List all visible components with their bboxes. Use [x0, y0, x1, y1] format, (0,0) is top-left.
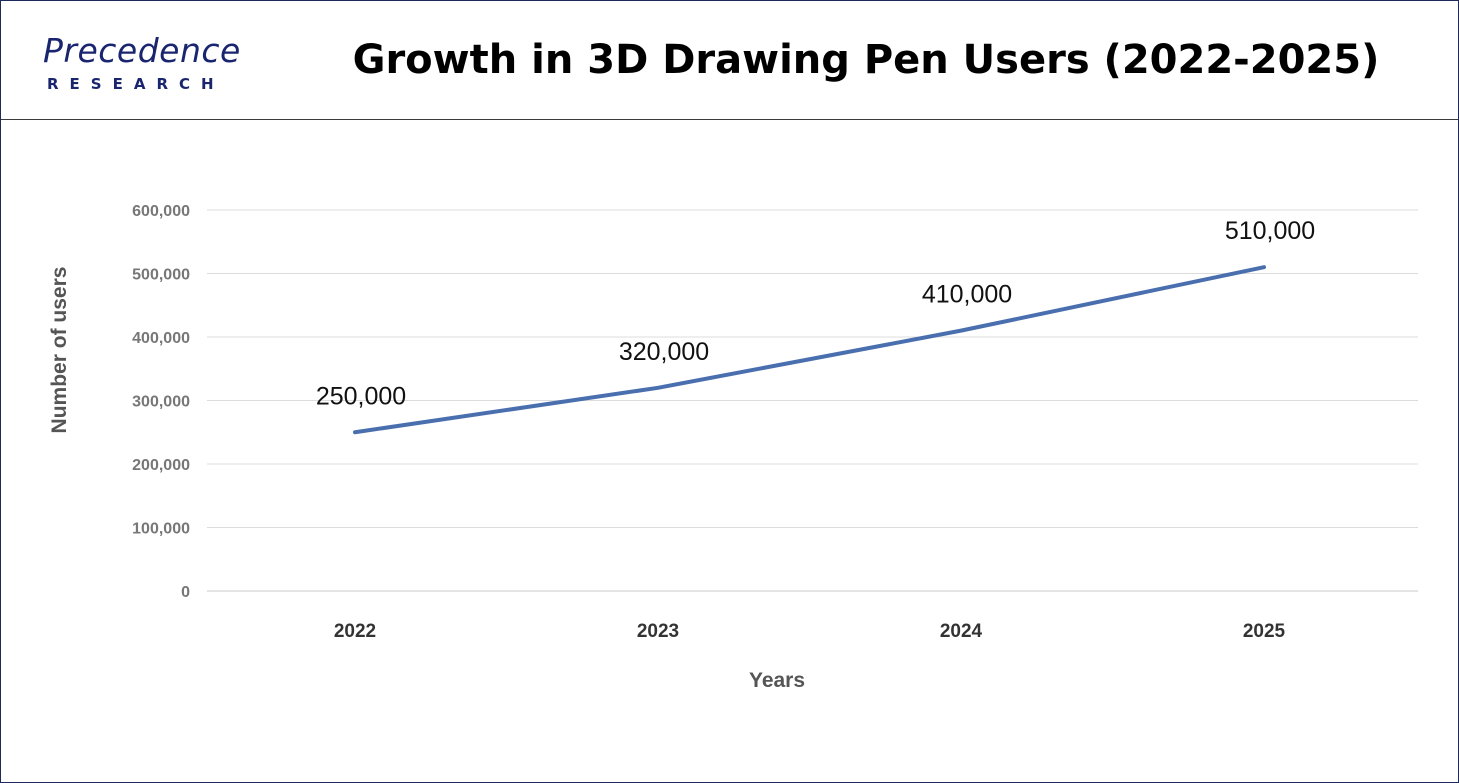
logo-subtext: RESEARCH — [47, 75, 225, 93]
x-tick-label: 2023 — [637, 621, 679, 642]
y-tick-label: 600,000 — [132, 203, 190, 220]
x-tick-label: 2022 — [334, 621, 376, 642]
data-label: 510,000 — [1225, 217, 1315, 245]
gridlines — [207, 209, 1418, 592]
x-tick-label: 2025 — [1243, 621, 1286, 642]
data-label: 250,000 — [316, 382, 406, 410]
data-label: 410,000 — [922, 281, 1012, 309]
y-tick-label: 200,000 — [132, 457, 190, 474]
series-line — [353, 265, 1266, 435]
brand-logo: Precedence RESEARCH — [43, 31, 273, 101]
x-tick-label: 2024 — [940, 621, 983, 642]
logo-wordmark: Precedence — [43, 31, 241, 70]
data-label: 320,000 — [619, 338, 709, 366]
y-tick-label: 100,000 — [132, 521, 190, 538]
x-axis-label: Years — [749, 669, 805, 692]
x-axis-ticks: 2022 2023 2024 2025 — [334, 621, 1286, 642]
y-tick-label: 300,000 — [132, 394, 190, 411]
page-title: Growth in 3D Drawing Pen Users (2022-202… — [352, 37, 1380, 83]
y-tick-label: 500,000 — [132, 267, 190, 284]
y-axis-ticks: 0 100,000 200,000 300,000 400,000 500,000 600,… — [132, 203, 190, 601]
header-bar: Precedence RESEARCH Growth in 3D Drawing… — [1, 1, 1458, 120]
y-tick-label: 400,000 — [132, 330, 190, 347]
series-line-group — [353, 265, 1266, 435]
y-tick-label: 0 — [181, 584, 190, 601]
y-axis-label: Number of users — [48, 267, 71, 434]
data-labels: 250,000 320,000 410,000 510,000 — [316, 217, 1315, 410]
